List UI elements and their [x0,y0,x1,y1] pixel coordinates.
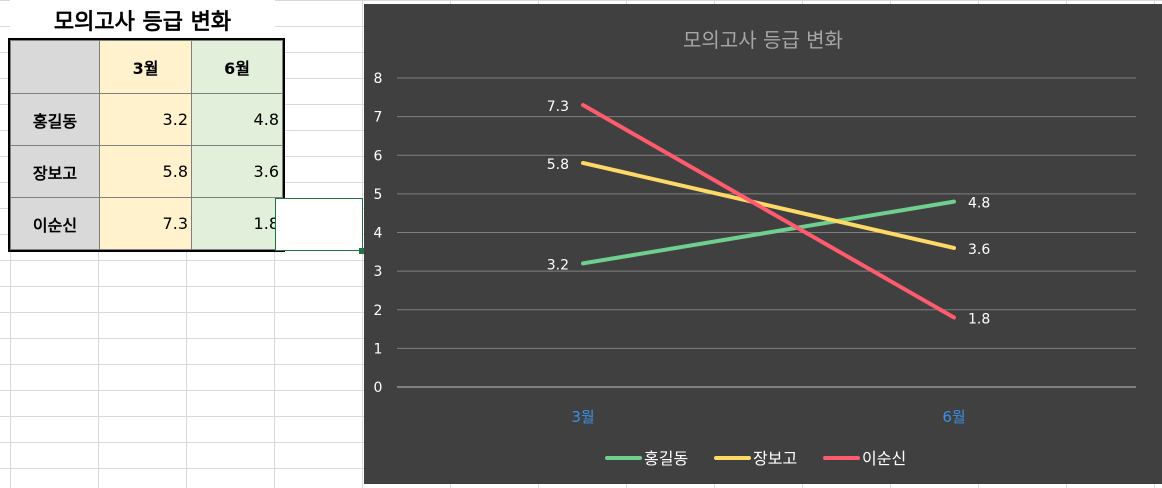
header-blank-cell[interactable] [10,40,100,94]
legend-label[interactable]: 홍길동 [644,449,688,468]
y-tick-label: 1 [374,341,383,357]
line-chart: 모의고사 등급 변화 0 1 2 3 4 5 6 7 8 3월 6월 3.2 4.8 5.8 3.6 7.… [374,28,1136,468]
sheet-title: 모의고사 등급 변화 [10,0,275,40]
data-label: 3.2 [547,257,569,273]
table-row: 홍길동 3.2 4.8 [10,93,283,146]
legend-label[interactable]: 이순신 [862,449,906,468]
fill-handle[interactable] [359,248,365,254]
header-june-cell[interactable]: 6월 [191,40,283,94]
chart-title: 모의고사 등급 변화 [683,28,843,52]
june-grade-cell[interactable]: 4.8 [191,93,283,146]
x-tick-label: 6월 [942,408,965,426]
data-label: 4.8 [968,196,990,212]
grade-table: 3월 6월 홍길동 3.2 4.8 장보고 5.8 3.6 이순신 7.3 1.… [8,38,285,252]
legend-label[interactable]: 장보고 [753,449,797,468]
table-row: 이순신 7.3 1.8 [10,197,283,250]
series-line-1[interactable] [581,199,956,266]
series-line-2[interactable] [581,160,956,250]
y-tick-label: 8 [374,71,383,87]
student-name-cell[interactable]: 장보고 [10,145,100,198]
series-line-3[interactable] [581,103,956,320]
header-march-cell[interactable]: 3월 [99,40,192,94]
student-name-cell[interactable]: 홍길동 [10,93,100,146]
data-label: 3.6 [968,242,990,258]
y-tick-label: 3 [374,264,383,280]
y-tick-label: 2 [374,303,383,319]
chart-panel[interactable]: 모의고사 등급 변화 0 1 2 3 4 5 6 7 8 3월 6월 3.2 4.8 5.8 3.6 7.… [364,4,1162,484]
march-grade-cell[interactable]: 5.8 [99,145,192,198]
june-grade-cell[interactable]: 3.6 [191,145,283,198]
y-tick-label: 0 [374,380,383,396]
march-grade-cell[interactable]: 7.3 [99,197,192,250]
y-tick-label: 6 [374,148,383,164]
x-tick-label: 3월 [571,408,594,426]
y-tick-label: 5 [374,187,383,203]
y-tick-label: 7 [374,110,383,126]
march-grade-cell[interactable]: 3.2 [99,93,192,146]
data-label: 1.8 [968,311,990,327]
student-name-cell[interactable]: 이순신 [10,197,100,250]
data-label: 7.3 [547,99,569,115]
table-row: 장보고 5.8 3.6 [10,145,283,198]
data-label: 5.8 [547,157,569,173]
selected-cell[interactable] [275,198,363,251]
table-header-row: 3월 6월 [10,40,283,94]
y-tick-label: 4 [374,226,383,242]
june-grade-cell[interactable]: 1.8 [191,197,283,250]
